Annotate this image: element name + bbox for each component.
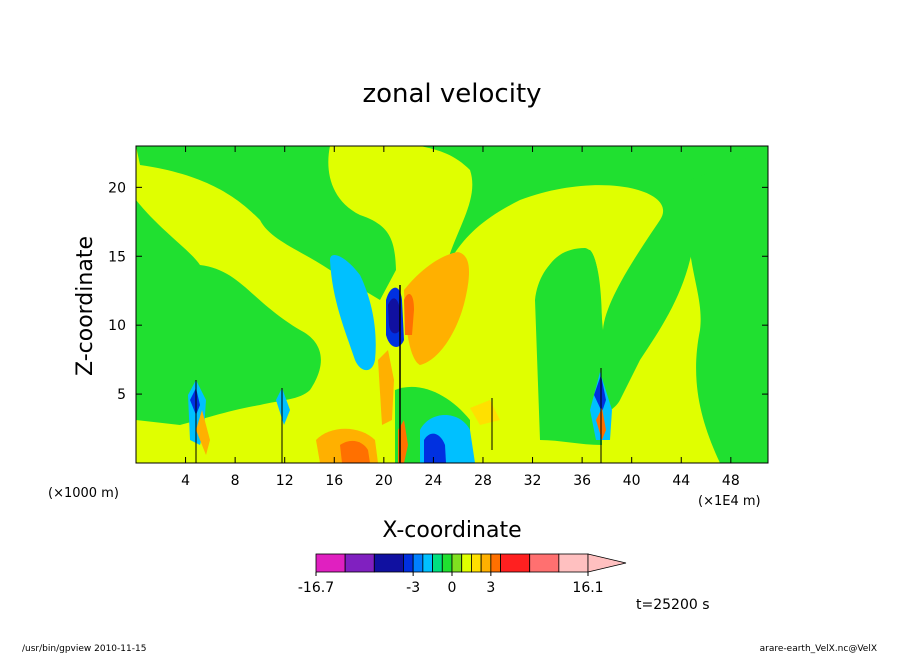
y-axis: 5 10 15 20 — [108, 180, 768, 403]
colorbar-swatch — [344, 553, 375, 573]
field-region — [388, 298, 400, 334]
footer-right: arare-earth_VelX.nc@VelX — [760, 644, 877, 654]
plot-frame — [135, 145, 769, 464]
field-region — [378, 350, 394, 425]
colorbar — [315, 553, 627, 573]
field-region — [136, 200, 321, 425]
x-tick-label: 28 — [474, 473, 492, 489]
y-axis-label: Z-coordinate — [73, 236, 98, 376]
y-tick-label: 20 — [108, 180, 126, 196]
field-region — [404, 252, 470, 365]
x-tick-label: 44 — [672, 473, 690, 489]
x-tick-label: 24 — [424, 473, 442, 489]
field-region — [687, 150, 768, 463]
x-tick-label: 32 — [524, 473, 542, 489]
colorbar-labels: -16.7 -3 0 3 16.1 — [298, 572, 604, 596]
colorbar-extension — [587, 553, 627, 573]
colorbar-swatch — [529, 553, 560, 573]
x-tick-label: 16 — [325, 473, 343, 489]
x-tick-label: 48 — [722, 473, 740, 489]
colorbar-swatch — [461, 553, 472, 573]
x-tick-label: 40 — [623, 473, 641, 489]
x-tick-label: 4 — [181, 473, 190, 489]
x-tick-label: 8 — [231, 473, 240, 489]
time-label: t=25200 s — [636, 597, 710, 613]
chart-title: zonal velocity — [362, 79, 541, 109]
colorbar-swatch — [500, 553, 531, 573]
colorbar-swatch — [451, 553, 463, 573]
colorbar-swatch — [315, 553, 346, 573]
y-tick-label: 5 — [117, 387, 126, 403]
colorbar-tick-label: 3 — [486, 580, 495, 596]
x-tick-label: 36 — [573, 473, 591, 489]
colorbar-tick-label: -16.7 — [298, 580, 334, 596]
colorbar-tick-label: 0 — [448, 580, 457, 596]
field-region — [340, 440, 370, 463]
colorbar-swatch — [412, 553, 424, 573]
field-region — [540, 248, 602, 445]
colorbar-swatch — [441, 553, 453, 573]
colorbar-swatch — [422, 553, 433, 573]
field-region — [424, 433, 446, 463]
colorbar-swatch — [373, 553, 404, 573]
y-tick-label: 10 — [108, 318, 126, 334]
field-region — [594, 375, 606, 412]
field-region — [404, 294, 414, 335]
footer-left: /usr/bin/gpview 2010-11-15 — [22, 644, 146, 654]
field-region — [330, 255, 376, 371]
colorbar-swatch — [558, 553, 589, 573]
plot-area — [136, 146, 768, 463]
colorbar-swatch — [403, 553, 414, 573]
colorbar-swatch — [432, 553, 443, 573]
colorbar-swatch — [490, 553, 501, 573]
colorbar-tick-label: -3 — [406, 580, 420, 596]
field-region — [190, 388, 200, 415]
colorbar-swatch — [480, 553, 492, 573]
field-region — [276, 388, 290, 425]
x-tick-label: 12 — [276, 473, 294, 489]
x-axis-label: X-coordinate — [382, 518, 521, 543]
field-region — [196, 410, 210, 455]
y-tick-label: 15 — [108, 249, 126, 265]
x-axis: 4 8 12 16 20 24 28 32 36 40 44 48 — [181, 146, 740, 489]
x-tick-label: 20 — [375, 473, 393, 489]
x-units-left: (×1000 m) — [48, 486, 119, 501]
x-units-right: (×1E4 m) — [698, 494, 761, 509]
colorbar-swatch — [471, 553, 482, 573]
colorbar-tick-label: 16.1 — [572, 580, 603, 596]
